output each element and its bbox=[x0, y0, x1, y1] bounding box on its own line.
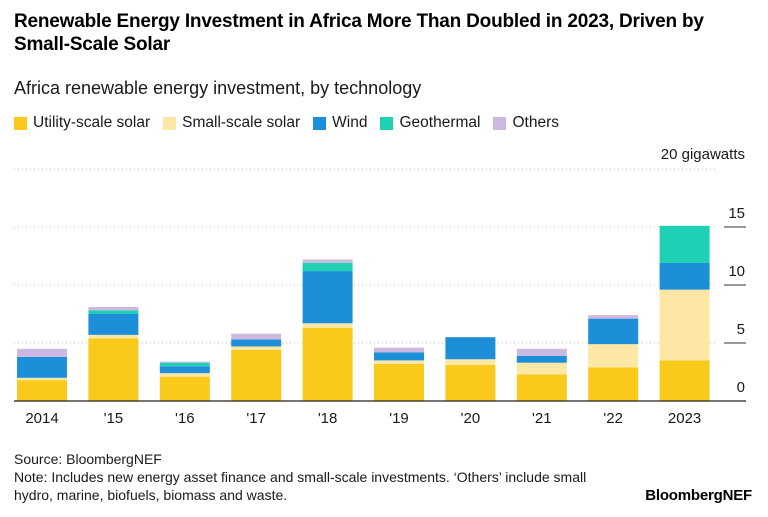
y-axis-ticks: 0 5 10 15 bbox=[724, 205, 746, 402]
gridlines bbox=[14, 168, 718, 344]
x-axis-ticks: 2014 '15 '16 '17 '18 '19 '20 '21 '22 2023 bbox=[14, 400, 746, 427]
legend-label: Small-scale solar bbox=[182, 114, 301, 131]
x-tick-label: '15 bbox=[104, 410, 124, 427]
bar-segment bbox=[231, 349, 282, 401]
legend: Utility-scale solar Small-scale solar Wi… bbox=[14, 114, 572, 132]
x-tick-label: '17 bbox=[246, 410, 266, 427]
legend-label: Utility-scale solar bbox=[33, 114, 151, 131]
legend-label: Others bbox=[512, 114, 559, 131]
bar-segment bbox=[302, 262, 353, 272]
bar-segment bbox=[374, 352, 424, 361]
bar-segment bbox=[302, 271, 353, 324]
bar-segment bbox=[159, 361, 210, 363]
bar-segment bbox=[17, 356, 67, 378]
bar-segment bbox=[88, 310, 139, 314]
bar-segment bbox=[88, 334, 139, 339]
y-tick-label: 5 bbox=[737, 321, 745, 338]
legend-swatch bbox=[380, 116, 394, 130]
y-tick-label: 10 bbox=[728, 263, 745, 280]
x-tick-label: '19 bbox=[389, 410, 409, 427]
legend-label: Wind bbox=[332, 114, 368, 131]
bar-segment bbox=[374, 360, 424, 364]
legend-item-utility-solar: Utility-scale solar bbox=[14, 114, 150, 132]
bar-segment bbox=[588, 315, 639, 319]
x-tick-label: '18 bbox=[318, 410, 338, 427]
bar-segment bbox=[374, 363, 424, 401]
bar-segment bbox=[88, 338, 139, 401]
bar-segment bbox=[659, 225, 710, 263]
bar-segment bbox=[302, 259, 353, 263]
bar-segment bbox=[588, 344, 639, 368]
bar-segment bbox=[302, 323, 353, 328]
bar-segment bbox=[302, 327, 353, 401]
y-axis-unit-label: 20 gigawatts bbox=[661, 146, 745, 163]
bar-segment bbox=[516, 374, 567, 401]
bar-segment bbox=[659, 262, 710, 290]
bloombergnef-logo: BloombergNEF bbox=[645, 487, 752, 504]
legend-swatch bbox=[493, 116, 507, 130]
y-tick-label: 0 bbox=[737, 379, 745, 396]
bars bbox=[17, 225, 710, 401]
bar-segment bbox=[588, 367, 639, 401]
legend-swatch bbox=[163, 116, 177, 130]
x-tick-label: '21 bbox=[532, 410, 552, 427]
bar-segment bbox=[88, 314, 139, 335]
bar-segment bbox=[659, 360, 710, 401]
bar-segment bbox=[231, 333, 282, 340]
bar-segment bbox=[516, 348, 567, 356]
legend-item-geothermal: Geothermal bbox=[380, 114, 480, 132]
bar-segment bbox=[588, 318, 639, 345]
chart-title: Renewable Energy Investment in Africa Mo… bbox=[14, 11, 704, 55]
bar-segment bbox=[445, 337, 496, 360]
y-tick-label: 15 bbox=[728, 205, 745, 222]
legend-swatch bbox=[14, 116, 27, 130]
bar-segment bbox=[231, 339, 282, 347]
bar-segment bbox=[17, 377, 67, 381]
bar-segment bbox=[516, 362, 567, 375]
x-tick-label: '16 bbox=[175, 410, 195, 427]
note-text: Note: Includes new energy asset finance … bbox=[14, 469, 587, 503]
bar-segment bbox=[445, 365, 496, 401]
bar-segment bbox=[159, 376, 210, 401]
bar-segment bbox=[374, 347, 424, 353]
x-tick-label: 2014 bbox=[25, 410, 58, 427]
bar-segment bbox=[445, 359, 496, 366]
x-tick-label: '22 bbox=[603, 410, 623, 427]
bar-segment bbox=[516, 355, 567, 363]
bar-segment bbox=[231, 346, 282, 350]
legend-item-others: Others bbox=[493, 114, 559, 132]
x-tick-label: '20 bbox=[461, 410, 481, 427]
bar-segment bbox=[88, 307, 139, 311]
source-text: Source: BloombergNEF bbox=[14, 451, 162, 467]
bar-segment bbox=[159, 373, 210, 377]
x-tick-label: 2023 bbox=[668, 410, 701, 427]
legend-label: Geothermal bbox=[399, 114, 481, 131]
bar-segment bbox=[659, 289, 710, 361]
bar-segment bbox=[17, 380, 67, 401]
legend-item-wind: Wind bbox=[313, 114, 367, 132]
legend-item-small-solar: Small-scale solar bbox=[163, 114, 300, 132]
bar-segment bbox=[159, 362, 210, 367]
legend-swatch bbox=[313, 116, 327, 130]
chart-subtitle: Africa renewable energy investment, by t… bbox=[14, 78, 422, 98]
stacked-bar-chart: 20 gigawatts 0 5 10 15 2014 '15 '16 '17 '18 '19 '… bbox=[14, 146, 746, 427]
bar-segment bbox=[17, 348, 67, 357]
bar-segment bbox=[159, 366, 210, 374]
